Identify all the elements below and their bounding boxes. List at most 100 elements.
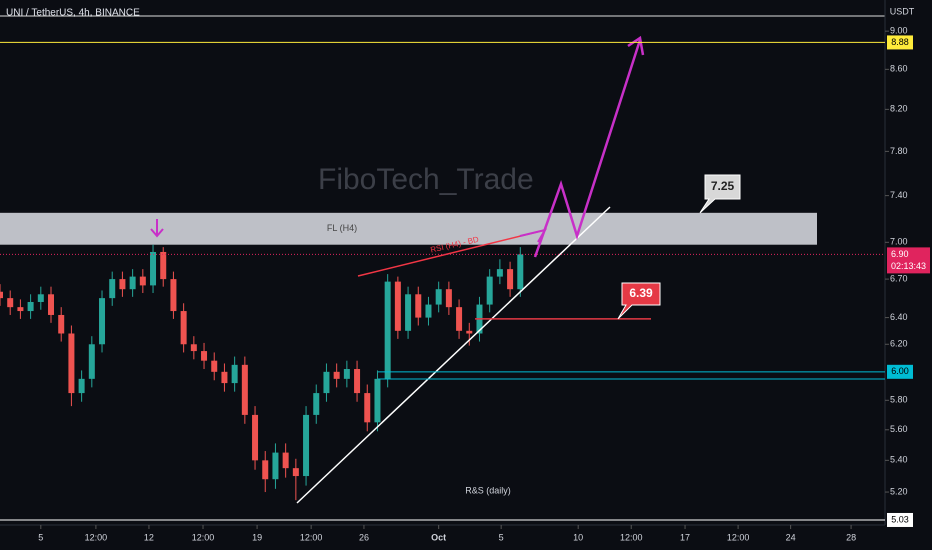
candle-body	[507, 269, 514, 290]
chart-title: UNI / TetherUS, 4h, BINANCE	[6, 8, 140, 19]
candle-body	[466, 330, 473, 334]
price-tag-label: 8.88	[891, 37, 909, 47]
candle-body	[333, 371, 340, 379]
arrow-head	[627, 35, 645, 56]
candle-body	[221, 371, 228, 384]
callout-box	[617, 282, 661, 320]
price-tag	[887, 512, 913, 527]
candle-body	[496, 269, 503, 277]
zone	[0, 212, 817, 245]
x-tick-label: 12:00	[300, 532, 323, 542]
candle-body	[486, 276, 493, 305]
callout-label: 6.39	[629, 286, 653, 300]
candle-body	[394, 281, 401, 331]
candle-body	[68, 333, 75, 394]
candle-body	[17, 307, 24, 312]
arrow-down	[150, 219, 164, 238]
projection-path	[533, 39, 642, 258]
x-tick-label: 5	[499, 532, 504, 542]
candle-body	[7, 298, 14, 308]
countdown: 02:13:43	[891, 261, 926, 271]
candle-body	[374, 378, 381, 423]
candle-body	[139, 276, 146, 286]
candle-body	[150, 251, 157, 286]
y-tick-label: 5.60	[890, 424, 908, 434]
candle-body	[445, 289, 452, 308]
y-tick-label: 7.40	[890, 190, 908, 200]
x-tick-label: 12:00	[727, 532, 750, 542]
candle-body	[119, 279, 126, 290]
candle-body	[252, 414, 259, 461]
candle-body	[323, 371, 330, 394]
y-tick-label: 6.70	[890, 273, 908, 283]
y-tick-label: 8.60	[890, 64, 908, 74]
x-tick-label: 5	[38, 532, 43, 542]
x-tick-label: 12:00	[85, 532, 108, 542]
sr-label: R&S (daily)	[465, 485, 511, 495]
y-tick-label: 5.80	[890, 395, 908, 405]
candle-body	[201, 351, 208, 361]
candle-body	[456, 307, 463, 331]
candle-body	[180, 311, 187, 345]
candle-body	[190, 344, 197, 352]
candle-body	[262, 460, 269, 480]
candle-body	[109, 279, 116, 299]
rsi-line	[357, 229, 546, 277]
callout-label: 7.25	[711, 179, 735, 193]
candle-body	[58, 314, 65, 334]
candle-body	[129, 276, 136, 290]
plot: FL (H4)	[0, 212, 817, 501]
candle-body	[435, 289, 442, 305]
candle-body	[343, 369, 350, 379]
watermark: FiboTech_Trade	[318, 163, 534, 196]
candle-body	[282, 452, 289, 469]
y-tick-label: 5.40	[890, 455, 908, 465]
candle-body	[517, 254, 524, 290]
candle-body	[241, 364, 248, 415]
y-tick-label: 6.40	[890, 312, 908, 322]
candle-body	[364, 393, 371, 423]
candle-body	[211, 360, 218, 372]
x-tick-label: 19	[252, 532, 262, 542]
candle-body	[160, 251, 167, 280]
x-tick-label: 12:00	[192, 532, 215, 542]
candle-body	[88, 344, 95, 379]
y-tick-label: 8.20	[890, 104, 908, 114]
price-tag	[887, 35, 913, 50]
price-tag-label: 5.03	[891, 514, 909, 524]
candle-body	[384, 281, 391, 379]
price-tag	[887, 364, 913, 379]
y-tick-label: 9.00	[890, 26, 908, 36]
candle-body	[37, 294, 44, 302]
candle-body	[425, 304, 432, 318]
price-tag-label: 6.00	[891, 366, 909, 376]
candle-body	[170, 279, 177, 312]
x-tick-label: 26	[359, 532, 369, 542]
candle-body	[0, 291, 3, 299]
candle-body	[78, 378, 85, 394]
candle-body	[48, 294, 55, 315]
candle-body	[415, 294, 422, 318]
zone-label: FL (H4)	[327, 223, 357, 233]
arrow-head	[519, 228, 548, 243]
candle-body	[231, 364, 238, 384]
candle-body	[303, 414, 310, 477]
x-tick-label: 10	[573, 532, 583, 542]
x-tick-label: 12	[144, 532, 154, 542]
candle-body	[27, 301, 34, 312]
x-tick-label: 12:00	[620, 532, 643, 542]
candle-body	[354, 369, 361, 394]
y-tick-label: 7.80	[890, 146, 908, 156]
x-tick-label: 24	[786, 532, 796, 542]
y-tick-label: 5.20	[890, 486, 908, 496]
x-tick-label: Oct	[431, 532, 446, 542]
price-tag	[887, 247, 930, 274]
callout-box	[699, 174, 741, 214]
candle-body	[313, 393, 320, 415]
x-tick-label: 17	[680, 532, 690, 542]
y-tick-label: 6.20	[890, 339, 908, 349]
candle-body	[99, 298, 106, 345]
y-tick-label: 7.00	[890, 237, 908, 247]
